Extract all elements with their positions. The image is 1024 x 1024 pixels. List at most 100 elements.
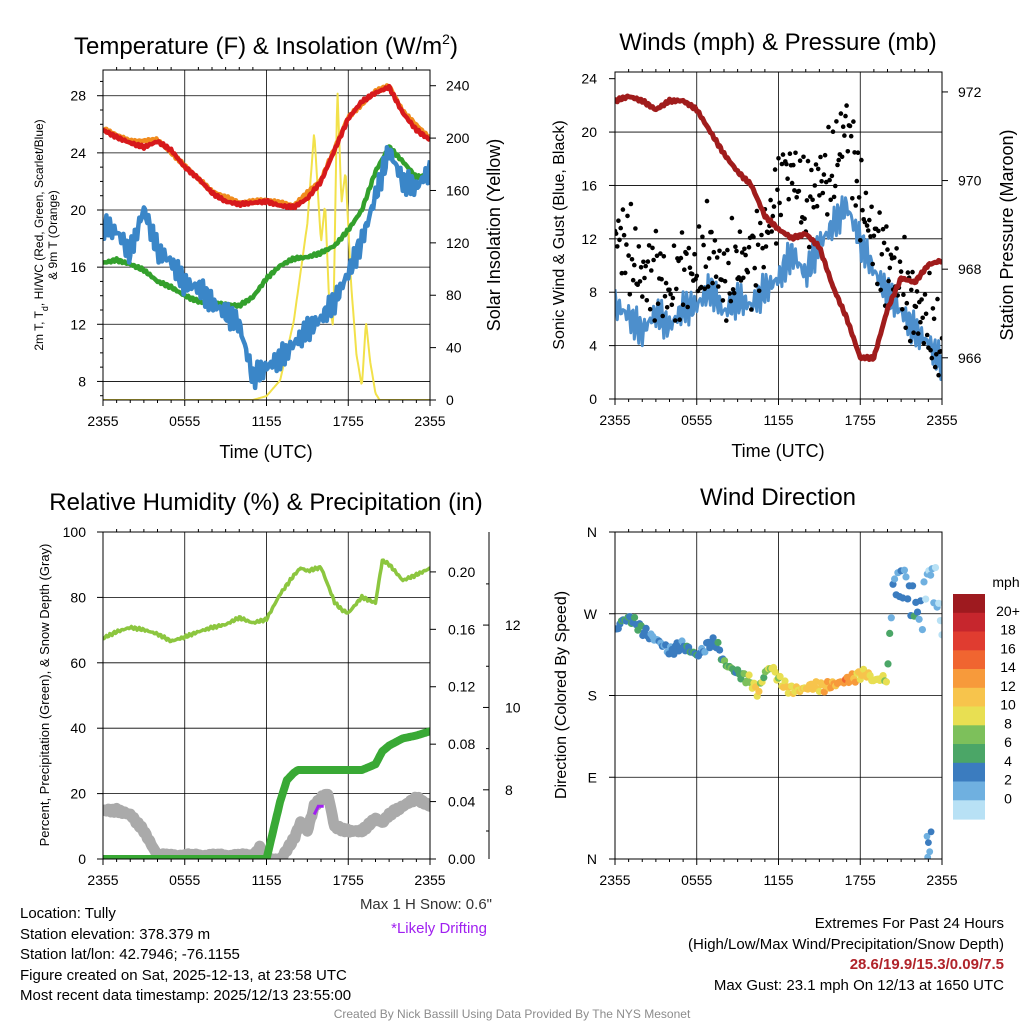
- y-tick-label: 0: [78, 851, 86, 867]
- y2-tick-label: 0.12: [448, 679, 475, 695]
- gust-point: [640, 294, 645, 299]
- gust-point: [801, 154, 806, 160]
- y3-tick-label: 8: [505, 782, 513, 798]
- gust-point: [865, 228, 871, 233]
- direction-point: [709, 634, 717, 642]
- gust-point: [775, 187, 780, 193]
- gust-point: [641, 259, 646, 265]
- gust-point: [642, 275, 647, 281]
- winds-plot-area: [615, 93, 942, 381]
- y2-tick-label: 160: [446, 182, 470, 198]
- gust-point: [680, 302, 686, 308]
- gust-point: [661, 253, 667, 259]
- gust-point: [839, 154, 845, 160]
- gust-point: [819, 179, 824, 184]
- gust-point: [746, 244, 752, 250]
- gust-point: [931, 316, 937, 322]
- gust-point: [867, 217, 872, 223]
- gust-point: [637, 279, 643, 284]
- direction-point: [936, 617, 942, 625]
- max-snow-note: Max 1 H Snow: 0.6": [359, 896, 492, 913]
- gust-point: [722, 278, 728, 284]
- gust-point: [794, 195, 799, 200]
- humidity-ylabel: Percent, Precipitation (Green), & Snow D…: [37, 544, 52, 847]
- colorbar-label: 16: [1000, 640, 1016, 656]
- gust-point: [733, 244, 738, 249]
- direction-point: [931, 564, 940, 572]
- series-sonic-wind: [615, 195, 942, 381]
- credit-line: Created By Nick Bassill Using Data Provi…: [333, 1007, 691, 1021]
- gust-point: [686, 245, 692, 251]
- gust-point: [703, 264, 709, 270]
- gust-point: [929, 355, 935, 361]
- panel-wind-direction: Wind Direction 2355 0555 1155 1755 2355NESWN…: [553, 484, 1020, 888]
- y-tick-label: 24: [70, 145, 86, 161]
- direction-point: [820, 688, 828, 696]
- gust-point: [870, 261, 875, 267]
- y-tick-label: 40: [70, 720, 86, 736]
- colorbar-label: 0: [1004, 790, 1012, 806]
- colorbar-segment: [953, 706, 985, 726]
- y2-tick-label: 966: [958, 350, 982, 366]
- gust-point: [789, 180, 795, 186]
- gust-point: [924, 332, 930, 338]
- gust-point: [829, 173, 835, 179]
- y2-tick-label: 0.16: [448, 621, 475, 637]
- y2-tick-label: 0.20: [448, 564, 475, 580]
- gust-point: [778, 212, 784, 218]
- y-tick-label: 20: [581, 124, 597, 140]
- gust-point: [910, 269, 915, 275]
- gust-point: [645, 259, 651, 264]
- gust-point: [633, 226, 638, 231]
- direction-point: [922, 595, 930, 603]
- station-latlon: Station lat/lon: 42.7946; -76.1155: [20, 946, 240, 963]
- series-gust: [615, 103, 942, 378]
- gust-point: [653, 228, 659, 234]
- gust-point: [869, 204, 874, 210]
- gust-point: [879, 252, 885, 257]
- gust-point: [830, 129, 836, 134]
- gust-point: [682, 267, 687, 273]
- humidity-grid: [103, 532, 430, 859]
- x-tick-label: 1155: [763, 412, 793, 428]
- colorbar-segment: [953, 650, 985, 670]
- gust-point: [687, 265, 693, 271]
- gust-point: [939, 336, 942, 341]
- humidity-chart-title: Relative Humidity (%) & Precipitation (i…: [49, 489, 482, 516]
- direction-point: [927, 571, 935, 579]
- temperature-ylabel-line1: 2m T, Td, HI/WC (Red, Green, Scarlet/Blu…: [32, 119, 50, 350]
- x-tick-label: 1155: [251, 413, 281, 429]
- gust-point: [838, 111, 844, 116]
- gust-point: [627, 292, 633, 297]
- series-wind-direction: [615, 564, 942, 859]
- y-tick-label: N: [587, 524, 597, 540]
- gust-point: [821, 172, 827, 177]
- gust-point: [928, 347, 933, 353]
- y-tick-label: N: [587, 851, 597, 867]
- gust-point: [919, 297, 924, 302]
- gust-point: [823, 179, 829, 185]
- gust-point: [900, 307, 905, 312]
- gust-point: [813, 162, 819, 167]
- gust-point: [635, 282, 640, 288]
- gust-point: [887, 265, 893, 271]
- direction-point: [701, 648, 709, 656]
- wind-direction-chart-title: Wind Direction: [700, 484, 856, 511]
- gust-point: [787, 151, 793, 156]
- direction-point: [924, 853, 932, 859]
- direction-point: [918, 626, 927, 634]
- gust-point: [717, 248, 722, 254]
- y2-tick-label: 240: [446, 78, 470, 94]
- direction-point: [745, 671, 753, 679]
- gust-point: [620, 207, 626, 212]
- x-tick-label: 1155: [251, 872, 281, 888]
- gust-point: [884, 224, 889, 229]
- gust-point: [755, 242, 761, 248]
- gust-point: [651, 257, 656, 263]
- colorbar-label: 4: [1004, 753, 1012, 769]
- series-solar-insolation: [103, 92, 430, 400]
- gust-point: [842, 133, 847, 138]
- gust-point: [772, 167, 778, 172]
- y-tick-label: 28: [70, 88, 86, 104]
- direction-point: [900, 566, 909, 574]
